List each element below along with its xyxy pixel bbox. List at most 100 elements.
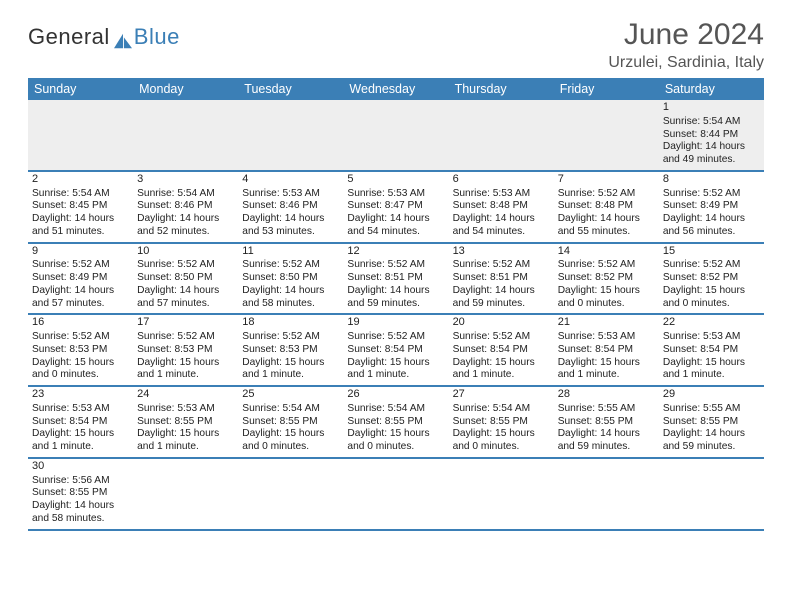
day-cell: 14Sunrise: 5:52 AMSunset: 8:52 PMDayligh… (554, 244, 659, 314)
sunset-line: Sunset: 8:50 PM (242, 272, 339, 285)
sunset-line: Sunset: 8:52 PM (663, 272, 760, 285)
day-number: 15 (663, 245, 760, 259)
sunset-line: Sunset: 8:47 PM (347, 200, 444, 213)
day-cell: 4Sunrise: 5:53 AMSunset: 8:46 PMDaylight… (238, 172, 343, 242)
header: General Blue June 2024 Urzulei, Sardinia… (28, 18, 764, 72)
daylight-line: and 59 minutes. (347, 298, 444, 311)
sunrise-line: Sunrise: 5:52 AM (32, 331, 129, 344)
sail-icon (112, 32, 134, 50)
day-cell: 1Sunrise: 5:54 AMSunset: 8:44 PMDaylight… (659, 100, 764, 170)
sunset-line: Sunset: 8:52 PM (558, 272, 655, 285)
sunrise-line: Sunrise: 5:53 AM (663, 331, 760, 344)
daylight-line: and 1 minute. (137, 441, 234, 454)
empty-day-cell (449, 100, 554, 170)
day-number: 24 (137, 388, 234, 402)
sunset-line: Sunset: 8:51 PM (347, 272, 444, 285)
sunset-line: Sunset: 8:46 PM (242, 200, 339, 213)
daylight-line: and 0 minutes. (558, 298, 655, 311)
daylight-line: and 0 minutes. (242, 441, 339, 454)
day-cell: 18Sunrise: 5:52 AMSunset: 8:53 PMDayligh… (238, 315, 343, 385)
daylight-line: Daylight: 14 hours (347, 213, 444, 226)
daylight-line: and 1 minute. (453, 369, 550, 382)
empty-day-cell (238, 100, 343, 170)
sunrise-line: Sunrise: 5:53 AM (137, 403, 234, 416)
daylight-line: and 1 minute. (137, 369, 234, 382)
daylight-line: Daylight: 14 hours (32, 500, 129, 513)
day-cell: 10Sunrise: 5:52 AMSunset: 8:50 PMDayligh… (133, 244, 238, 314)
daylight-line: Daylight: 15 hours (137, 357, 234, 370)
day-cell: 2Sunrise: 5:54 AMSunset: 8:45 PMDaylight… (28, 172, 133, 242)
location-subtitle: Urzulei, Sardinia, Italy (608, 54, 764, 72)
daylight-line: Daylight: 15 hours (663, 357, 760, 370)
day-cell: 30Sunrise: 5:56 AMSunset: 8:55 PMDayligh… (28, 459, 133, 529)
sunset-line: Sunset: 8:49 PM (663, 200, 760, 213)
day-cell: 6Sunrise: 5:53 AMSunset: 8:48 PMDaylight… (449, 172, 554, 242)
day-number: 22 (663, 316, 760, 330)
daylight-line: and 0 minutes. (663, 298, 760, 311)
daylight-line: and 57 minutes. (137, 298, 234, 311)
day-number: 14 (558, 245, 655, 259)
daylight-line: Daylight: 15 hours (347, 428, 444, 441)
sunrise-line: Sunrise: 5:52 AM (453, 259, 550, 272)
day-number: 3 (137, 173, 234, 187)
day-number: 28 (558, 388, 655, 402)
day-number: 17 (137, 316, 234, 330)
daylight-line: and 1 minute. (242, 369, 339, 382)
day-number: 19 (347, 316, 444, 330)
daylight-line: and 54 minutes. (453, 226, 550, 239)
daylight-line: and 58 minutes. (242, 298, 339, 311)
day-number: 23 (32, 388, 129, 402)
day-number: 1 (663, 101, 760, 115)
sunset-line: Sunset: 8:44 PM (663, 129, 760, 142)
sunset-line: Sunset: 8:54 PM (558, 344, 655, 357)
sunrise-line: Sunrise: 5:52 AM (242, 259, 339, 272)
day-cell: 28Sunrise: 5:55 AMSunset: 8:55 PMDayligh… (554, 387, 659, 457)
day-cell: 29Sunrise: 5:55 AMSunset: 8:55 PMDayligh… (659, 387, 764, 457)
calendar-body: 1 Sunrise: 5:54 AM Sunset: 8:44 PM Daylight… (28, 100, 764, 531)
sunset-line: Sunset: 8:45 PM (32, 200, 129, 213)
day-number: 11 (242, 245, 339, 259)
week-row: 23Sunrise: 5:53 AMSunset: 8:54 PMDayligh… (28, 387, 764, 459)
daylight-line: and 0 minutes. (453, 441, 550, 454)
daylight-line: and 51 minutes. (32, 226, 129, 239)
daylight-line: Daylight: 14 hours (242, 285, 339, 298)
empty-day-cell (133, 459, 238, 529)
day-cell: 23Sunrise: 5:53 AMSunset: 8:54 PMDayligh… (28, 387, 133, 457)
weekday-header: Friday (554, 78, 659, 100)
daylight-line: Daylight: 14 hours (137, 213, 234, 226)
day-number: 5 (347, 173, 444, 187)
day-cell: 9Sunrise: 5:52 AMSunset: 8:49 PMDaylight… (28, 244, 133, 314)
daylight-line: and 1 minute. (663, 369, 760, 382)
sunset-line: Sunset: 8:49 PM (32, 272, 129, 285)
empty-day-cell (133, 100, 238, 170)
sunset-line: Sunset: 8:54 PM (663, 344, 760, 357)
day-number: 26 (347, 388, 444, 402)
day-number: 16 (32, 316, 129, 330)
sunset-line: Sunset: 8:55 PM (558, 416, 655, 429)
daylight-line: Daylight: 14 hours (242, 213, 339, 226)
daylight-line: Daylight: 14 hours (347, 285, 444, 298)
daylight-line: Daylight: 15 hours (242, 357, 339, 370)
day-number: 13 (453, 245, 550, 259)
daylight-line: Daylight: 15 hours (663, 285, 760, 298)
daylight-line: Daylight: 14 hours (558, 213, 655, 226)
day-number: 30 (32, 460, 129, 474)
daylight-line: Daylight: 15 hours (32, 428, 129, 441)
daylight-line: and 59 minutes. (558, 441, 655, 454)
daylight-line: Daylight: 15 hours (558, 357, 655, 370)
sunset-line: Sunset: 8:55 PM (242, 416, 339, 429)
day-cell: 26Sunrise: 5:54 AMSunset: 8:55 PMDayligh… (343, 387, 448, 457)
daylight-line: Daylight: 15 hours (558, 285, 655, 298)
sunrise-line: Sunrise: 5:52 AM (663, 188, 760, 201)
brand-part1: General (28, 24, 110, 50)
weekday-header: Saturday (659, 78, 764, 100)
sunrise-line: Sunrise: 5:52 AM (137, 331, 234, 344)
daylight-line: and 53 minutes. (242, 226, 339, 239)
day-cell: 25Sunrise: 5:54 AMSunset: 8:55 PMDayligh… (238, 387, 343, 457)
day-cell: 22Sunrise: 5:53 AMSunset: 8:54 PMDayligh… (659, 315, 764, 385)
sunset-line: Sunset: 8:55 PM (32, 487, 129, 500)
day-cell: 13Sunrise: 5:52 AMSunset: 8:51 PMDayligh… (449, 244, 554, 314)
sunrise-line: Sunrise: 5:54 AM (347, 403, 444, 416)
empty-day-cell (343, 100, 448, 170)
daylight-line: Daylight: 14 hours (137, 285, 234, 298)
